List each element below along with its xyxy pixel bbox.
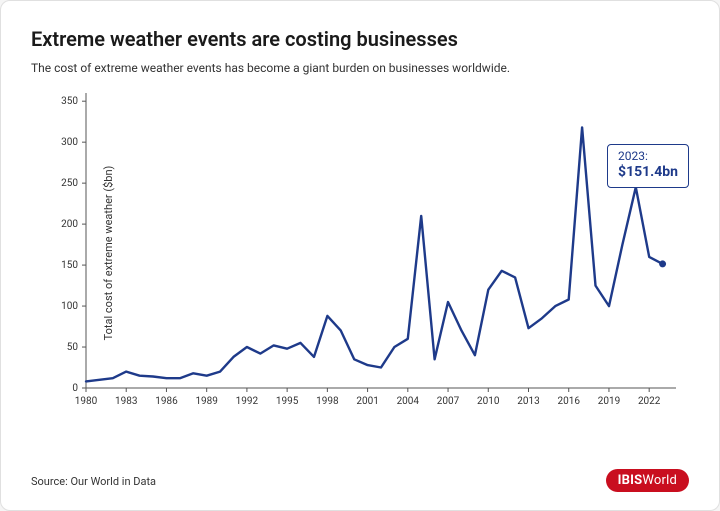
svg-text:50: 50 — [67, 342, 79, 353]
svg-text:2016: 2016 — [557, 396, 580, 407]
svg-text:200: 200 — [61, 219, 78, 230]
svg-text:1998: 1998 — [316, 396, 339, 407]
chart-subtitle: The cost of extreme weather events has b… — [31, 61, 689, 75]
callout-year: 2023: — [618, 149, 678, 164]
svg-text:300: 300 — [61, 137, 78, 148]
svg-text:1980: 1980 — [75, 396, 98, 407]
logo-light: World — [642, 473, 677, 488]
svg-text:150: 150 — [61, 260, 78, 271]
chart-area: Total cost of extreme weather ($bn) 0 50 1… — [31, 83, 691, 423]
svg-text:2010: 2010 — [477, 396, 500, 407]
svg-text:1986: 1986 — [155, 396, 178, 407]
source-text: Source: Our World in Data — [31, 475, 156, 488]
svg-text:1983: 1983 — [115, 396, 137, 407]
svg-text:0: 0 — [72, 383, 78, 394]
chart-card: Extreme weather events are costing busin… — [0, 0, 720, 511]
y-axis-label: Total cost of extreme weather ($bn) — [102, 166, 115, 341]
svg-text:250: 250 — [61, 178, 78, 189]
chart-title: Extreme weather events are costing busin… — [31, 27, 689, 51]
svg-text:2001: 2001 — [356, 396, 378, 407]
line-chart-svg: 0 50 100 150 200 250 300 350 1980 1983 1986 1989 199… — [31, 83, 691, 423]
svg-text:100: 100 — [61, 301, 78, 312]
data-callout: 2023: $151.4bn — [607, 144, 689, 188]
svg-text:2004: 2004 — [397, 396, 420, 407]
logo-bold: IBIS — [618, 473, 643, 488]
svg-text:2007: 2007 — [437, 396, 460, 407]
svg-text:1995: 1995 — [276, 396, 299, 407]
svg-text:1989: 1989 — [195, 396, 217, 407]
svg-text:350: 350 — [61, 96, 78, 107]
svg-text:1992: 1992 — [236, 396, 259, 407]
brand-logo: IBISWorld — [606, 469, 689, 492]
svg-text:2019: 2019 — [598, 396, 620, 407]
svg-text:2013: 2013 — [517, 396, 539, 407]
callout-value: $151.4bn — [618, 164, 678, 182]
svg-text:2022: 2022 — [638, 396, 661, 407]
